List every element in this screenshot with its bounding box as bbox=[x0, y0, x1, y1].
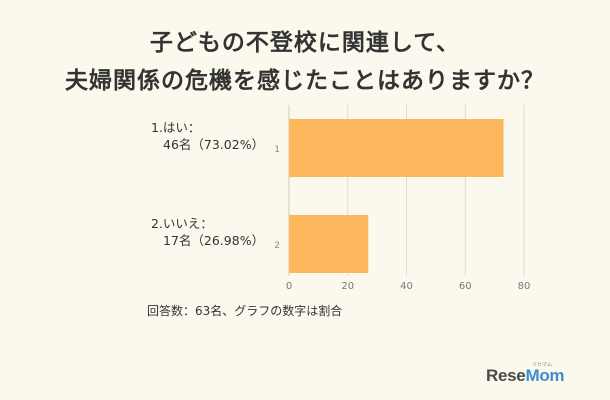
category-label-line-2: 46名（73.02%） bbox=[163, 137, 264, 152]
x-tick-label: 60 bbox=[459, 281, 472, 292]
category-label-line-1: 2.いいえ： bbox=[151, 216, 213, 231]
category-label-line-2: 17名（26.98%） bbox=[163, 233, 264, 248]
bar bbox=[289, 215, 369, 273]
x-tick-label: 0 bbox=[286, 281, 292, 292]
y-tick-label: 2 bbox=[274, 241, 280, 251]
x-tick-label: 40 bbox=[400, 281, 413, 292]
x-tick-label: 80 bbox=[518, 281, 531, 292]
resemom-logo-subtext: リセマム bbox=[532, 362, 553, 368]
bar bbox=[289, 119, 504, 177]
chart-title-line-2: 夫婦関係の危機を感じたことはありますか？ bbox=[65, 68, 545, 94]
category-label-line-1: 1.はい： bbox=[151, 120, 200, 135]
chart-title-line-1: 子どもの不登校に関連して、 bbox=[149, 30, 461, 56]
resemom-logo: ReseMom bbox=[486, 366, 565, 385]
chart-footnote: 回答数：63名、グラフの数字は割合 bbox=[147, 304, 343, 318]
y-tick-label: 1 bbox=[274, 145, 280, 155]
x-tick-label: 20 bbox=[341, 281, 354, 292]
